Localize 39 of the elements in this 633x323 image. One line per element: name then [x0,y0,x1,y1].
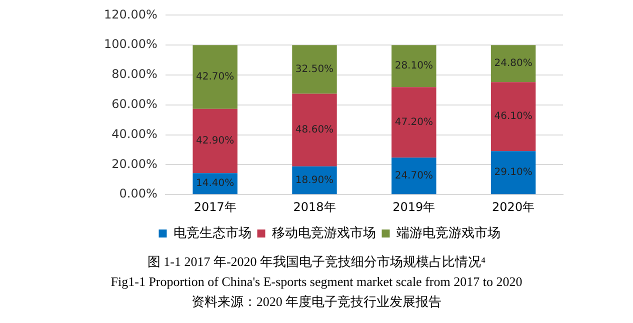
data-label: 46.10% [494,111,532,122]
data-label: 47.20% [394,116,433,128]
text: Fig1-1 Proportion of China's E-sports segment market scale from 2017 to 2020 [110,273,524,291]
bar [392,45,436,88]
data-label: 32.50% [295,64,334,75]
y-tick-label: 40.00% [112,126,158,141]
data-label: 24.80% [494,58,532,70]
bar [490,82,536,152]
y-tick-label: 80.00% [112,67,158,82]
legend-label: 移动电竞游戏市场 [272,226,376,241]
data-label: 28.10% [394,60,433,72]
legend-label: 端游电竞游戏市场 [396,226,500,241]
data-label: 42.90% [196,136,234,147]
text: 图 1-1 2017 年-2020 年我国电子竞技细分市场规模占比情况⁴ [146,253,487,271]
bar [392,87,436,158]
data-label: 29.10% [494,167,532,178]
bar [292,45,337,94]
text: 资料来源：2020 年度电子竞技行业发展报告 [190,293,443,311]
bar [490,151,536,194]
x-tick-label: 2019年 [392,200,436,214]
y-tick-label: 120.00% [104,7,158,22]
data-label: 14.40% [196,178,234,190]
y-tick-label: 0.00% [119,186,158,201]
x-tick-label: 2017年 [194,200,236,214]
legend-label: 电竞生态市场 [173,226,252,241]
bar [192,108,238,174]
data-label: 48.60% [295,124,334,136]
data-label: 42.70% [196,72,234,83]
data-label: 18.90% [295,174,334,186]
y-tick-label: 60.00% [112,97,158,112]
bar [292,94,337,166]
y-tick-label: 100.00% [104,37,158,52]
y-tick-label: 20.00% [112,156,158,171]
x-tick-label: 2020年 [492,200,535,214]
x-tick-label: 2018年 [293,200,336,214]
bar [490,45,536,82]
bar [192,45,238,109]
bar [392,158,436,194]
data-label: 24.70% [394,170,433,182]
